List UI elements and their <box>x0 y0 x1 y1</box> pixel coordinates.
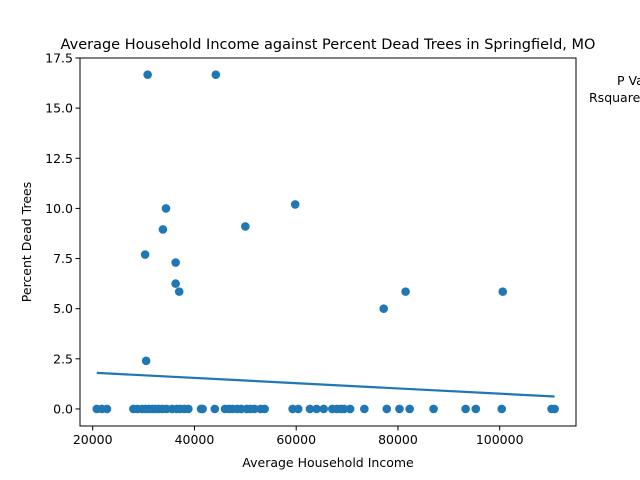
plot-area: 20000 40000 60000 80000 100000 0.0 2.5 5.0 7.5 10… <box>45 51 577 447</box>
data-point <box>305 404 315 414</box>
data-point <box>319 404 328 414</box>
data-point <box>461 404 470 414</box>
x-tick-label: 40000 <box>175 432 215 447</box>
data-point <box>171 258 180 267</box>
data-point <box>293 404 303 414</box>
data-point <box>382 404 392 414</box>
y-tick-label: 5.0 <box>53 301 73 316</box>
y-axis-label: Percent Dead Trees <box>19 182 34 302</box>
x-axis-label: Average Household Income <box>242 455 414 470</box>
data-point <box>140 250 150 259</box>
data-point <box>360 404 369 414</box>
data-point <box>143 70 152 79</box>
data-point <box>260 404 269 414</box>
y-tick-label: 17.5 <box>45 51 73 66</box>
data-point <box>290 200 300 209</box>
x-tick-label: 20000 <box>73 432 113 447</box>
data-point <box>171 279 180 288</box>
data-point <box>429 404 438 414</box>
data-point <box>498 287 508 296</box>
data-point <box>174 287 184 296</box>
data-point <box>184 404 193 414</box>
annotation-p-value: P Va <box>617 73 640 88</box>
data-point <box>401 287 410 296</box>
chart-title: Average Household Income against Percent… <box>61 37 596 53</box>
y-tick-label: 10.0 <box>45 201 73 216</box>
data-point <box>497 404 507 414</box>
y-tick-label: 12.5 <box>45 151 73 166</box>
data-point <box>250 404 259 414</box>
data-point <box>550 404 559 414</box>
data-point <box>161 204 171 213</box>
data-point <box>312 404 321 414</box>
data-point <box>141 356 151 366</box>
data-point <box>379 304 389 313</box>
data-point <box>211 70 221 79</box>
x-tick-label: 100000 <box>476 432 524 447</box>
data-point <box>198 404 207 414</box>
data-point <box>395 404 404 414</box>
y-tick-label: 7.5 <box>53 251 73 266</box>
trend-line <box>96 371 555 398</box>
y-tick-label: 15.0 <box>45 101 73 116</box>
data-point <box>471 404 481 414</box>
data-point <box>210 404 220 414</box>
data-point <box>158 225 168 234</box>
annotation-rsquare: Rsquare <box>589 90 640 105</box>
x-tick-label: 60000 <box>276 432 316 447</box>
data-point <box>102 404 112 414</box>
data-point <box>345 404 355 414</box>
data-point <box>241 222 250 231</box>
y-tick-label: 2.5 <box>53 351 73 366</box>
data-point <box>339 404 349 414</box>
y-tick-label: 0.0 <box>53 401 73 416</box>
axes-frame <box>79 57 577 427</box>
data-point <box>405 404 414 414</box>
x-tick-label: 80000 <box>378 432 418 447</box>
